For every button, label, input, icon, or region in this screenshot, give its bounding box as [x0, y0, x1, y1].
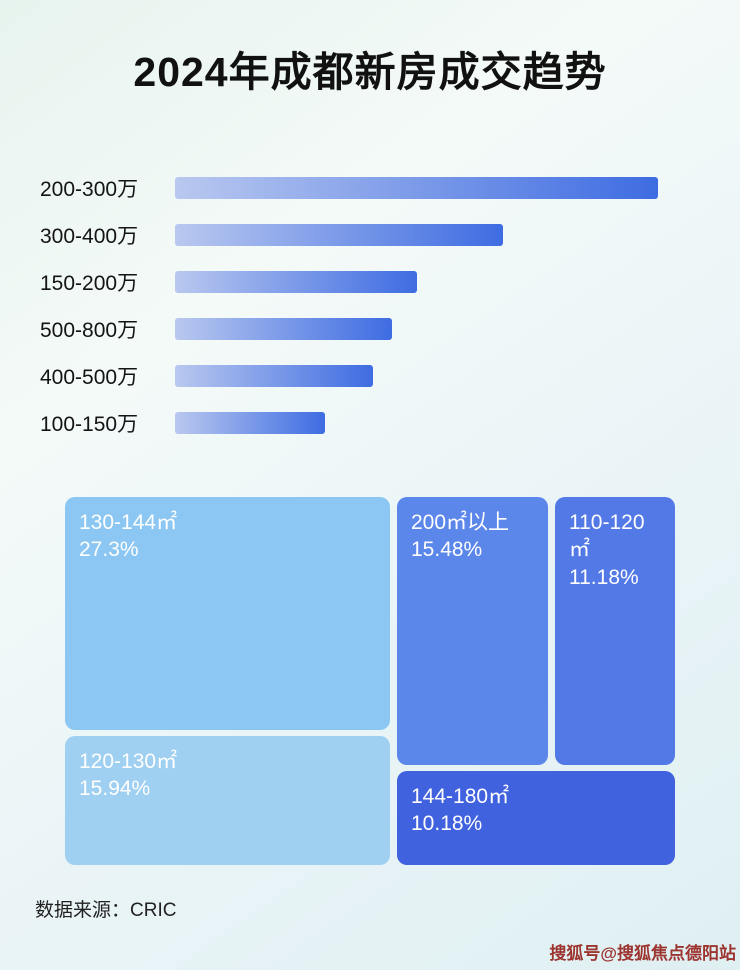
treemap-block-value: 15.94%	[79, 777, 151, 801]
bar-label: 200-300万	[40, 178, 139, 201]
treemap-block-130-144: 130-144㎡ 27.3%	[65, 497, 390, 730]
bar	[175, 224, 504, 246]
treemap-block-label: 110-120㎡	[569, 511, 645, 562]
bar	[175, 271, 417, 293]
watermark: 搜狐号@搜狐焦点德阳站	[549, 944, 736, 963]
bar-label: 300-400万	[40, 225, 139, 248]
bar-track	[175, 224, 658, 246]
bar-track	[175, 177, 658, 199]
price-range-bar-chart: 200-300万 300-400万 150-200万 500-800万 400-…	[40, 176, 658, 458]
bar-label: 500-800万	[40, 319, 139, 342]
treemap-block-label: 120-130㎡	[79, 750, 178, 773]
bar-track	[175, 318, 658, 340]
bar-label: 100-150万	[40, 413, 139, 436]
treemap-block-120-130: 120-130㎡ 15.94%	[65, 736, 390, 865]
bar	[175, 318, 393, 340]
area-share-treemap: 130-144㎡ 27.3% 120-130㎡ 15.94% 200㎡以上 15…	[65, 497, 675, 865]
page-title: 2024年成都新房成交趋势	[133, 49, 607, 95]
treemap-block-label: 130-144㎡	[79, 511, 178, 534]
bar-row: 500-800万	[40, 317, 658, 342]
bar-label: 150-200万	[40, 272, 139, 295]
treemap-block-label: 200㎡以上	[411, 511, 510, 534]
treemap-block-value: 15.48%	[411, 538, 483, 562]
bar-row: 400-500万	[40, 364, 658, 389]
bar-label: 400-500万	[40, 366, 139, 389]
bar-row: 200-300万	[40, 176, 658, 201]
treemap-block-value: 10.18%	[411, 812, 483, 836]
data-source-label: 数据来源：CRIC	[35, 900, 177, 921]
bar-track	[175, 365, 658, 387]
treemap-block-110-120: 110-120㎡ 11.18%	[555, 497, 675, 765]
treemap-block-value: 27.3%	[79, 538, 139, 562]
treemap-block-200-plus: 200㎡以上 15.48%	[397, 497, 548, 765]
bar	[175, 365, 374, 387]
bar-row: 150-200万	[40, 270, 658, 295]
bar	[175, 177, 658, 199]
treemap-block-value: 11.18%	[569, 565, 639, 589]
treemap-block-144-180: 144-180㎡ 10.18%	[397, 771, 675, 865]
bar-row: 100-150万	[40, 411, 658, 436]
bar-row: 300-400万	[40, 223, 658, 248]
bar-track	[175, 271, 658, 293]
bar-track	[175, 412, 658, 434]
bar	[175, 412, 325, 434]
treemap-block-label: 144-180㎡	[411, 785, 510, 808]
